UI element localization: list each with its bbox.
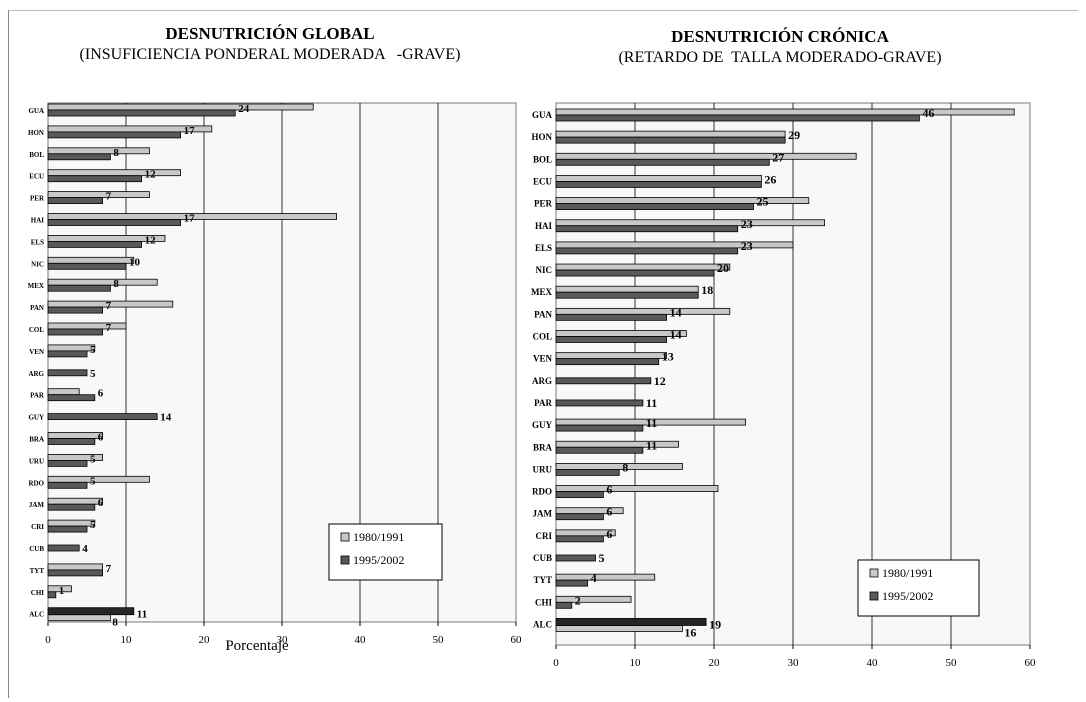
chart-left-subtitle: (INSUFICIENCIA PONDERAL MODERADA -GRAVE) (79, 46, 461, 63)
figure-frame (8, 10, 1078, 698)
chart-left-title: DESNUTRICIÓN GLOBAL (165, 24, 375, 43)
chart-right-title: DESNUTRICIÓN CRÓNICA (671, 27, 889, 46)
chart-left-title-block: DESNUTRICIÓN GLOBAL (INSUFICIENCIA PONDE… (20, 24, 520, 64)
chart-right-title-block: DESNUTRICIÓN CRÓNICA (RETARDO DE TALLA M… (520, 27, 1040, 67)
chart-right-subtitle: (RETARDO DE TALLA MODERADO-GRAVE) (618, 49, 942, 66)
